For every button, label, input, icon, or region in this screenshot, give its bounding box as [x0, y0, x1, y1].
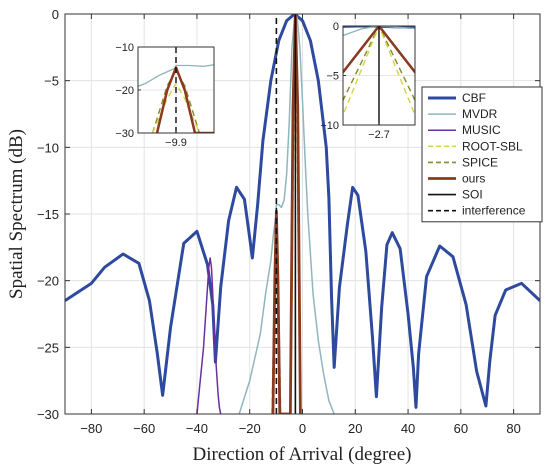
- series-mvdr: [238, 14, 335, 414]
- inset-y-tick-label: −5: [326, 71, 339, 83]
- y-tick-label: −10: [37, 140, 59, 155]
- series-music: [196, 257, 222, 414]
- inset-zoom-right: 0 −5 −10 −2.7: [320, 21, 416, 141]
- legend-entry-label: ours: [462, 172, 485, 186]
- y-tick-label: −30: [37, 407, 59, 422]
- y-tick-label: −20: [37, 274, 59, 289]
- inset-y-tick-label: −10: [115, 42, 134, 54]
- inset-x-tick-label: −9.9: [165, 137, 187, 149]
- legend-box: [421, 86, 543, 223]
- x-tick-label: −20: [239, 421, 261, 436]
- legend-entry-label: ROOT-SBL: [462, 139, 523, 153]
- series-ours: [271, 14, 302, 414]
- legend-entry-label: SPICE: [462, 155, 498, 169]
- series-cbf: [65, 14, 540, 409]
- y-tick-label: 0: [52, 7, 59, 22]
- inset-x-tick-label: −2.7: [368, 129, 390, 141]
- y-tick-label: −15: [37, 207, 59, 222]
- y-tick-label: −5: [44, 74, 59, 89]
- series-layer: [65, 14, 540, 414]
- y-axis-label: Spatial Spectrum (dB): [6, 129, 27, 299]
- series-mvdr: [138, 64, 214, 87]
- tick-labels: −80 −60 −40 −20 0 20 40 60 80 0 −5 −10 −15 −20 −25 −30: [37, 7, 521, 436]
- inset-zoom-left: −10 −20 −30 −9.9: [115, 42, 215, 149]
- y-tick-label: −25: [37, 340, 59, 355]
- legend-entry-label: CBF: [462, 91, 486, 105]
- legend-entry-label: MUSIC: [462, 123, 501, 137]
- x-axis-label: Direction of Arrival (degree): [193, 444, 412, 465]
- inset-y-tick-label: −20: [115, 85, 134, 97]
- inset-y-tick-label: 0: [333, 21, 339, 33]
- legend-entry-label: interference: [462, 204, 526, 218]
- legend-entry-label: MVDR: [462, 107, 498, 121]
- x-tick-label: −60: [133, 421, 155, 436]
- x-tick-label: −40: [186, 421, 208, 436]
- legend-entry-label: SOI: [462, 188, 483, 202]
- inset-y-tick-label: −10: [320, 120, 339, 132]
- series-ours: [155, 66, 214, 133]
- x-tick-label: 80: [506, 421, 520, 436]
- inset-y-tick-label: −30: [115, 128, 134, 140]
- x-tick-label: 0: [299, 421, 306, 436]
- x-tick-label: 60: [454, 421, 468, 436]
- x-tick-label: −80: [80, 421, 102, 436]
- legend: CBF MVDR MUSIC ROOT-SBL SPICE ours SOI interfer…: [421, 86, 543, 223]
- x-tick-label: 20: [348, 421, 362, 436]
- series-ours: [343, 26, 415, 75]
- x-tick-label: 40: [401, 421, 415, 436]
